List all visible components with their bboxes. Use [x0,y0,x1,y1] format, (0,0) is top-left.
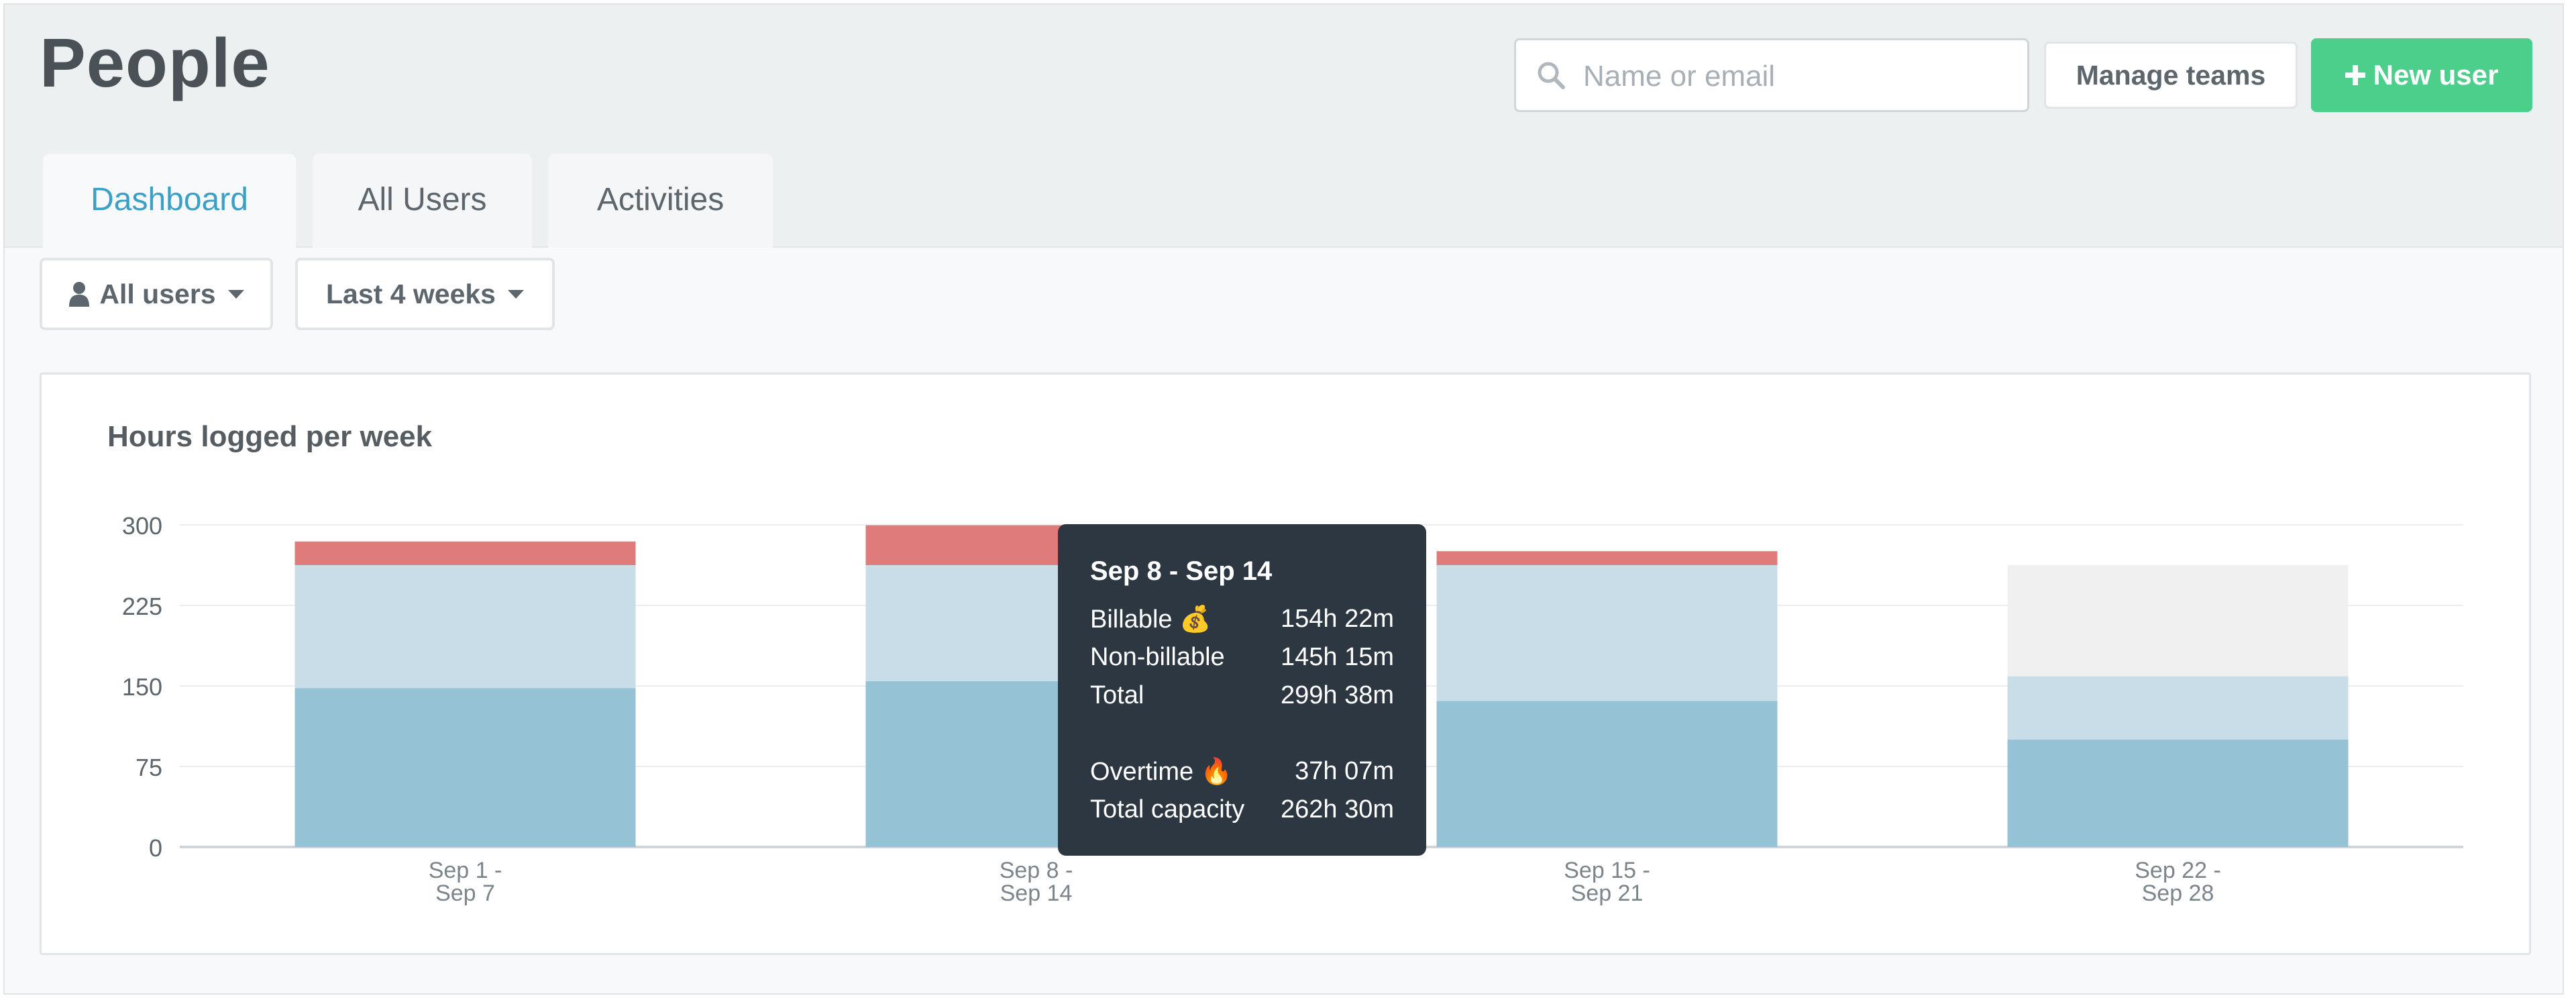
chevron-down-icon [508,289,524,299]
bar-segment-non-billable [294,565,636,689]
chevron-down-icon [227,289,244,299]
bar-segment-billable [294,688,636,847]
new-user-label: New user [2373,59,2499,91]
x-tick-label: Sep 1 - [429,858,502,883]
search-icon [1538,62,1565,89]
date-range-dropdown[interactable]: Last 4 weeks [295,258,555,330]
tooltip-row: Total capacity 262h 30m [1090,791,1426,829]
manage-teams-button[interactable]: Manage teams [2044,42,2298,109]
chart-tooltip: Sep 8 - Sep 14 Billable 💰 154h 22m Non-b… [1058,524,1426,856]
tooltip-label: Total [1090,681,1144,709]
tooltip-row: Non-billable 145h 15m [1090,638,1426,677]
y-tick-label: 150 [122,673,162,701]
page-title: People [40,24,270,101]
tooltip-value: 299h 38m [1280,681,1394,709]
search-box[interactable] [1514,38,2029,112]
user-icon [69,282,90,307]
plus-icon [2345,65,2365,85]
tab-all-users[interactable]: All Users [313,154,532,248]
x-tick-label: Sep 15 - [1564,858,1650,883]
x-tick-label: Sep 21 [1571,881,1644,906]
y-tick-label: 225 [122,593,162,620]
tooltip-title: Sep 8 - Sep 14 [1090,556,1273,586]
tab-activities[interactable]: Activities [548,154,773,248]
bar-segment-overtime [294,541,636,565]
tooltip-value: 154h 22m [1280,605,1394,633]
bar-segment-non-billable [1436,565,1778,701]
tab-dashboard[interactable]: Dashboard [43,154,296,248]
bar-segment-remaining-capacity [2007,565,2349,677]
x-tick-label: Sep 14 [1000,881,1073,906]
app-window: People Manage teams New user Dashboard A… [3,3,2564,995]
bar-segment-billable [2007,740,2349,847]
bar-segment-billable [1436,701,1778,847]
chart-title: Hours logged per week [107,420,433,453]
tooltip-row: Total 299h 38m [1090,677,1426,715]
tooltip-value: 145h 15m [1280,643,1394,671]
users-filter-label: All users [99,278,216,309]
x-tick-label: Sep 8 - [1000,858,1073,883]
tooltip-row: Overtime 🔥 37h 07m [1090,752,1426,791]
new-user-button[interactable]: New user [2311,38,2532,112]
bar-segment-non-billable [2007,676,2349,740]
tooltip-value: 37h 07m [1295,757,1394,785]
tooltip-label: Billable 💰 [1090,605,1212,634]
date-range-label: Last 4 weeks [326,278,496,309]
tooltip-row: Billable 💰 154h 22m [1090,600,1426,638]
x-tick-label: Sep 7 [435,881,495,906]
x-tick-label: Sep 22 - [2135,858,2221,883]
search-input[interactable] [1582,52,2014,101]
tooltip-label: Non-billable [1090,643,1225,671]
x-tick-label: Sep 28 [2142,881,2214,906]
tooltip-label: Overtime 🔥 [1090,757,1233,786]
page-header: People Manage teams New user Dashboard A… [5,5,2563,248]
tooltip-label: Total capacity [1090,795,1245,824]
users-filter-dropdown[interactable]: All users [40,258,273,330]
y-tick-label: 300 [122,512,162,540]
y-tick-label: 0 [149,834,162,862]
bar-segment-overtime [1436,551,1778,565]
tooltip-value: 262h 30m [1280,795,1394,824]
y-tick-label: 75 [136,754,162,781]
